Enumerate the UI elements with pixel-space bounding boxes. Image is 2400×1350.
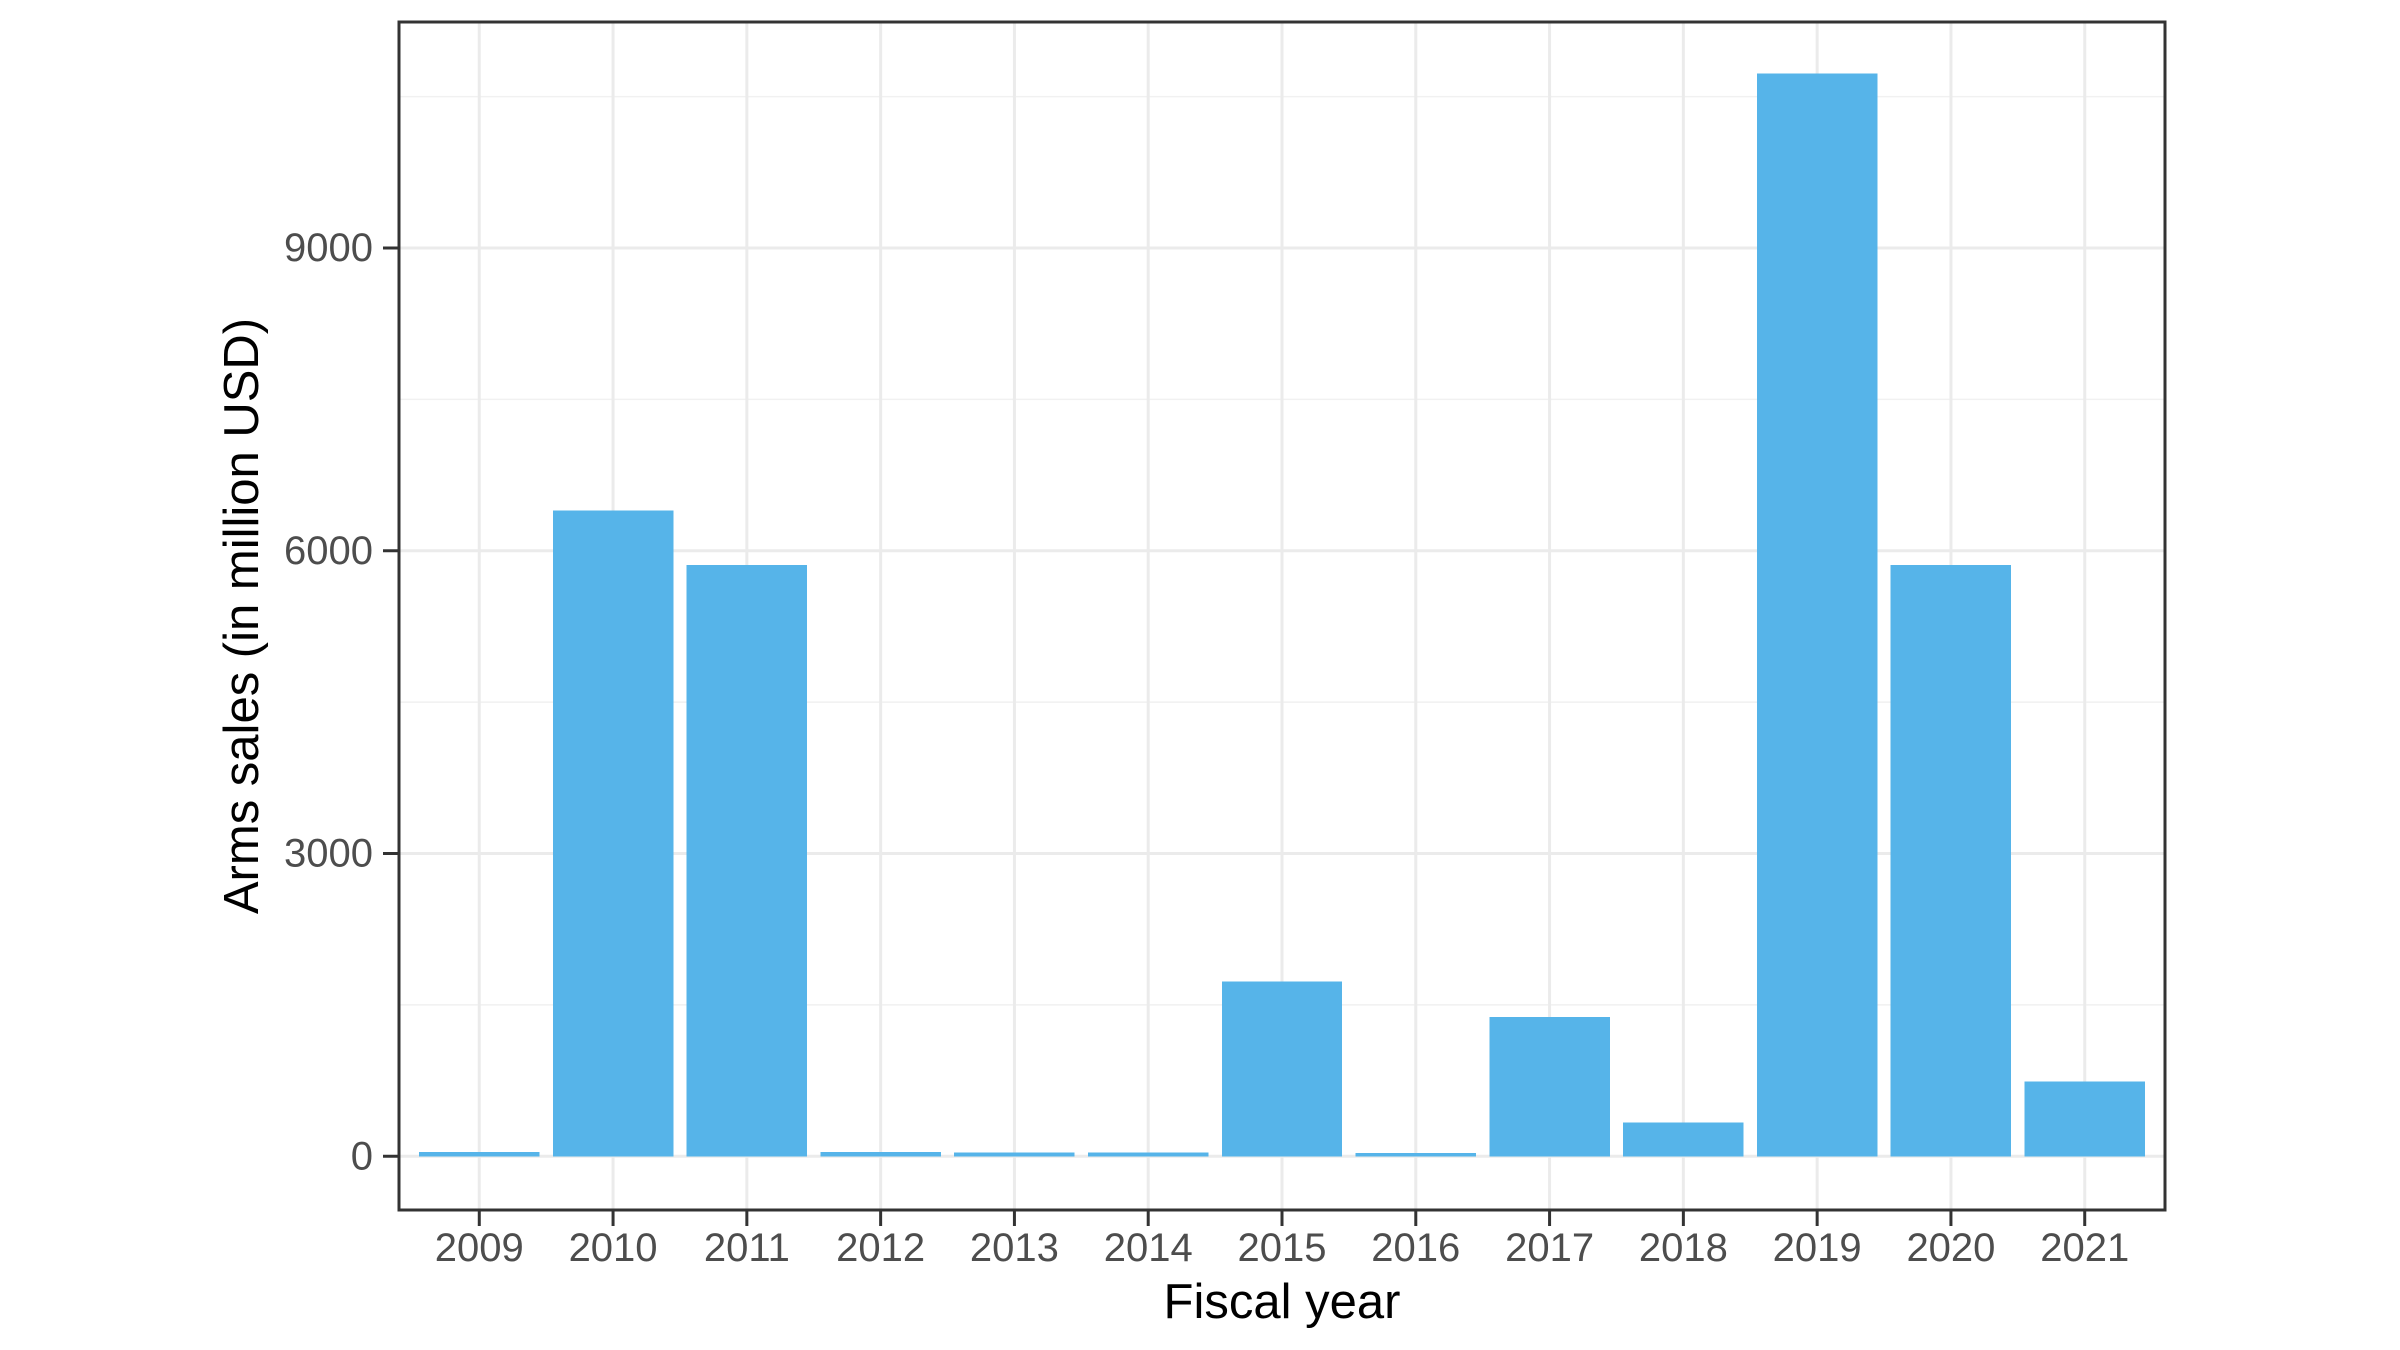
y-axis-title: Arms sales (in million USD) [215,318,269,914]
bar-2017 [1489,1016,1610,1157]
x-tick-label-2013: 2013 [970,1226,1059,1270]
bar-2013 [954,1152,1075,1157]
bars [419,73,2145,1157]
x-tick-label-2021: 2021 [2040,1226,2129,1270]
x-tick-label-2010: 2010 [569,1226,658,1270]
y-tick-label-3000: 3000 [284,832,373,876]
y-tick-label-6000: 6000 [284,529,373,573]
y-tick-label-0: 0 [351,1134,373,1178]
x-tick-label-2014: 2014 [1104,1226,1193,1270]
x-tick-label-2019: 2019 [1773,1226,1862,1270]
bar-2012 [820,1152,941,1157]
x-tick-label-2015: 2015 [1238,1226,1327,1270]
bar-2010 [552,510,674,1157]
bar-2021 [2024,1081,2145,1157]
x-tick-label-2016: 2016 [1371,1226,1460,1270]
bar-2019 [1756,73,1878,1157]
x-axis-ticks [477,1211,2087,1226]
bar-2014 [1088,1152,1209,1157]
bar-2011 [686,564,808,1157]
bar-2016 [1355,1153,1476,1157]
x-tick-label-2011: 2011 [704,1226,790,1270]
bar-2020 [1890,564,2012,1157]
y-tick-label-9000: 9000 [284,226,373,270]
x-tick-label-2020: 2020 [1906,1226,1995,1270]
x-tick-label-2018: 2018 [1639,1226,1728,1270]
bar-2018 [1623,1122,1744,1157]
x-tick-label-2012: 2012 [836,1226,925,1270]
x-tick-label-2009: 2009 [435,1226,524,1270]
x-axis-title: Fiscal year [1164,1275,1401,1329]
x-axis-tick-labels: 2009 2010 2011 2012 2013 2014 2015 2016 2017 2018… [435,1226,2129,1270]
y-axis-ticks [383,246,398,1158]
bar-2009 [419,1152,540,1157]
y-axis-tick-labels: 0 3000 6000 9000 [284,226,373,1178]
panel-border [397,20,2167,1212]
x-tick-label-2017: 2017 [1505,1226,1594,1270]
bar-2015 [1221,981,1343,1157]
